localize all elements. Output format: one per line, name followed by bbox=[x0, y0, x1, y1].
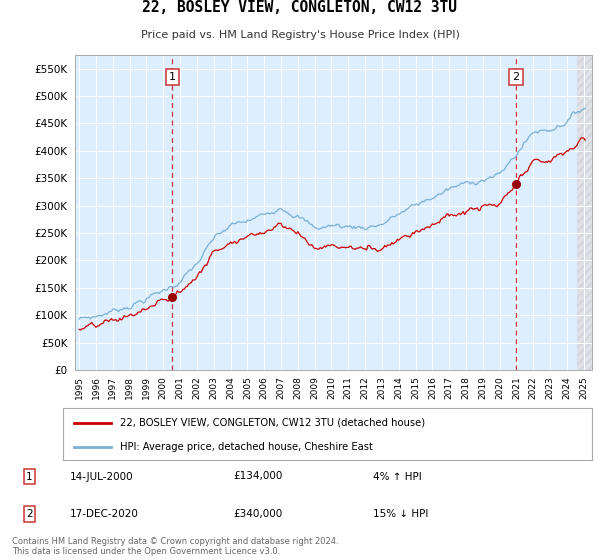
Text: 1: 1 bbox=[26, 472, 33, 482]
Text: 22, BOSLEY VIEW, CONGLETON, CW12 3TU (detached house): 22, BOSLEY VIEW, CONGLETON, CW12 3TU (de… bbox=[120, 418, 425, 428]
Text: 22, BOSLEY VIEW, CONGLETON, CW12 3TU: 22, BOSLEY VIEW, CONGLETON, CW12 3TU bbox=[143, 0, 458, 15]
Text: 17-DEC-2020: 17-DEC-2020 bbox=[70, 509, 139, 519]
Bar bbox=[577, 55, 592, 370]
Bar bbox=[577, 55, 592, 370]
Text: 1: 1 bbox=[169, 72, 176, 82]
Text: 15% ↓ HPI: 15% ↓ HPI bbox=[373, 509, 428, 519]
Text: 2: 2 bbox=[26, 509, 33, 519]
Text: £134,000: £134,000 bbox=[233, 472, 283, 482]
Text: Price paid vs. HM Land Registry's House Price Index (HPI): Price paid vs. HM Land Registry's House … bbox=[140, 30, 460, 40]
Text: HPI: Average price, detached house, Cheshire East: HPI: Average price, detached house, Ches… bbox=[120, 442, 373, 452]
Text: £340,000: £340,000 bbox=[233, 509, 283, 519]
Text: Contains HM Land Registry data © Crown copyright and database right 2024.
This d: Contains HM Land Registry data © Crown c… bbox=[12, 537, 338, 557]
Text: 2: 2 bbox=[512, 72, 520, 82]
Text: 4% ↑ HPI: 4% ↑ HPI bbox=[373, 472, 422, 482]
Text: 14-JUL-2000: 14-JUL-2000 bbox=[70, 472, 134, 482]
